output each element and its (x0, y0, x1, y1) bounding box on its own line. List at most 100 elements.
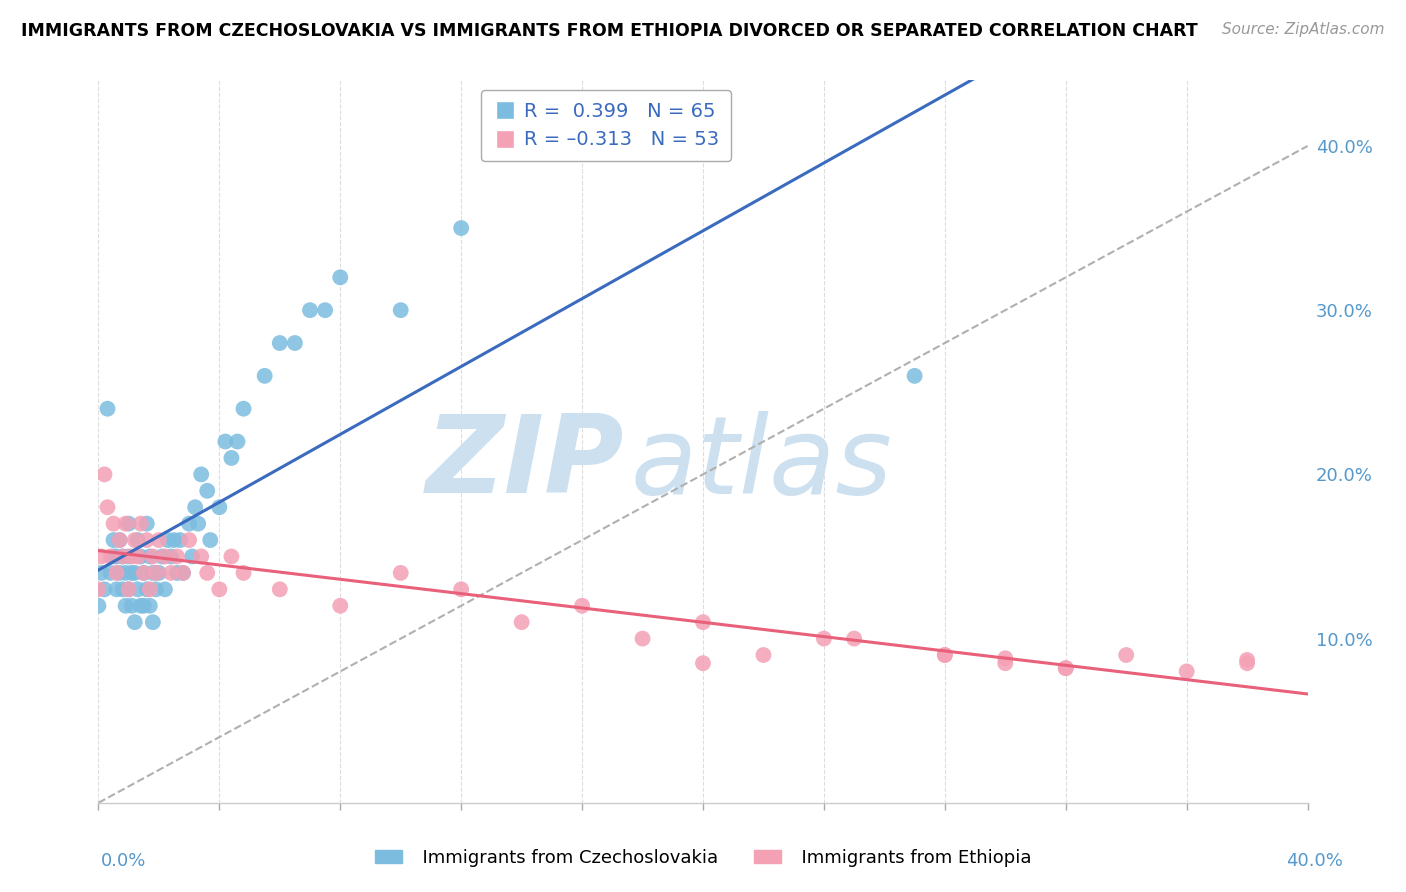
Point (118, 549, 141, 564)
Point (166, 566, 188, 580)
Point (100, 549, 122, 564)
Point (692, 615, 714, 630)
Point (450, 582, 472, 597)
Point (190, 549, 212, 564)
Point (187, 516, 209, 531)
Point (129, 599, 152, 613)
Text: Source: ZipAtlas.com: Source: ZipAtlas.com (1222, 22, 1385, 37)
Point (169, 533, 191, 547)
Point (195, 483, 218, 498)
Point (156, 533, 179, 547)
Point (96, 500, 118, 515)
Point (269, 336, 291, 351)
Point (114, 566, 136, 580)
Point (148, 566, 170, 580)
Point (124, 615, 146, 630)
Point (692, 657, 714, 671)
Point (1175, 665, 1198, 679)
Point (208, 582, 231, 597)
Point (103, 516, 125, 531)
Point (571, 599, 593, 613)
Point (139, 582, 162, 597)
Point (124, 533, 146, 547)
Point (163, 533, 186, 547)
Point (111, 582, 134, 597)
Point (844, 632, 866, 646)
Legend: R =  0.399   N = 65, R = –0.313   N = 53: R = 0.399 N = 65, R = –0.313 N = 53 (481, 90, 731, 161)
Point (145, 582, 167, 597)
Point (153, 582, 176, 597)
Point (221, 450, 243, 465)
Point (135, 533, 157, 547)
Point (118, 582, 141, 597)
Point (1054, 661, 1077, 675)
Point (118, 516, 141, 531)
Point (284, 336, 307, 351)
Point (105, 582, 128, 597)
Point (135, 582, 157, 597)
Point (96, 401, 118, 416)
Point (389, 303, 412, 318)
Point (150, 549, 173, 564)
Text: atlas: atlas (630, 410, 893, 516)
Point (87, 599, 110, 613)
Point (87, 582, 110, 597)
Point (108, 533, 131, 547)
Point (132, 566, 155, 580)
Point (172, 566, 194, 580)
Point (100, 566, 122, 580)
Point (752, 648, 775, 662)
Point (181, 549, 204, 564)
Point (160, 549, 183, 564)
Point (190, 467, 212, 482)
Point (127, 582, 149, 597)
Point (108, 566, 131, 580)
Point (153, 549, 176, 564)
Point (200, 533, 222, 547)
Point (631, 632, 654, 646)
Point (129, 516, 152, 531)
Text: IMMIGRANTS FROM CZECHOSLOVAKIA VS IMMIGRANTS FROM ETHIOPIA DIVORCED OR SEPARATED: IMMIGRANTS FROM CZECHOSLOVAKIA VS IMMIGR… (21, 22, 1198, 40)
Point (121, 599, 143, 613)
Point (93, 467, 115, 482)
Point (269, 582, 291, 597)
Point (132, 566, 155, 580)
Point (148, 533, 170, 547)
Point (179, 516, 201, 531)
Point (184, 500, 207, 515)
Point (142, 549, 165, 564)
Point (179, 533, 201, 547)
Legend:   Immigrants from Czechoslovakia,   Immigrants from Ethiopia: Immigrants from Czechoslovakia, Immigran… (367, 842, 1039, 874)
Point (103, 533, 125, 547)
Point (934, 648, 956, 662)
Point (253, 368, 276, 383)
Point (124, 566, 146, 580)
Point (299, 303, 322, 318)
Point (114, 516, 136, 531)
Point (132, 599, 155, 613)
Point (994, 657, 1017, 671)
Point (389, 566, 412, 580)
Point (195, 566, 218, 580)
Point (226, 434, 249, 449)
Point (108, 533, 131, 547)
Point (139, 549, 162, 564)
Point (1236, 653, 1258, 667)
Point (121, 549, 143, 564)
Point (329, 599, 352, 613)
Point (111, 549, 134, 564)
Point (904, 368, 927, 383)
Text: 0.0%: 0.0% (101, 852, 146, 870)
Point (160, 566, 183, 580)
Point (1236, 657, 1258, 671)
Point (1054, 661, 1077, 675)
Point (232, 401, 254, 416)
Point (145, 566, 167, 580)
Point (114, 599, 136, 613)
Point (1115, 648, 1137, 662)
Text: 40.0%: 40.0% (1286, 852, 1343, 870)
Point (118, 582, 141, 597)
Point (105, 549, 128, 564)
Point (329, 270, 352, 285)
Point (142, 615, 165, 630)
